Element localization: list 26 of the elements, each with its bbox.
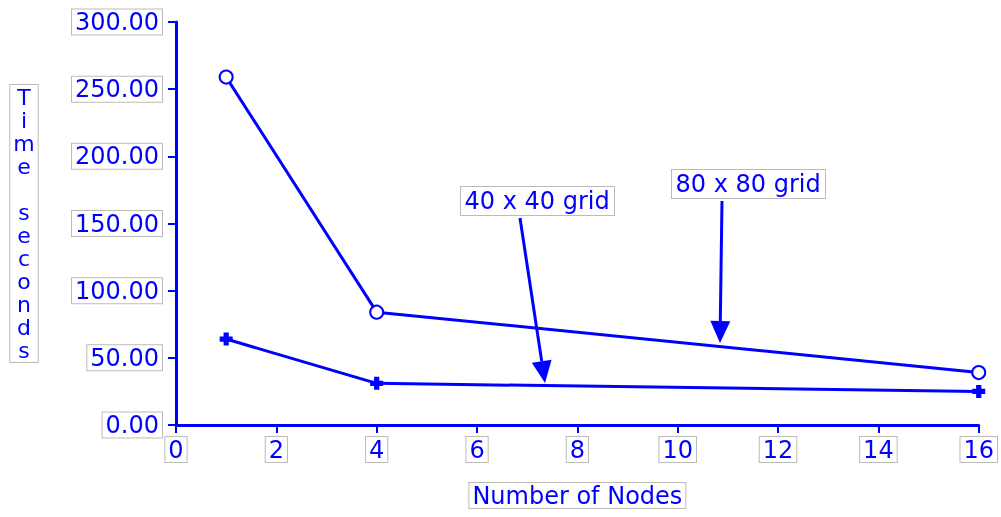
point [218,69,234,85]
y-tick-label: 150.00 [75,209,159,238]
point [971,365,987,381]
y-tick-label: 200.00 [75,142,159,171]
annotation: 80 x 80 grid [670,169,826,199]
point [972,384,986,398]
text: Time seconds [13,84,35,363]
x-tick-label: 6 [469,436,485,464]
y-tick-label: 0.00 [105,411,159,439]
y-tick-label: 100.00 [75,276,159,305]
x-tick-label: 8 [569,436,586,464]
point [370,376,384,390]
x-tick-label: 16 [963,436,994,464]
y-tick-label: 250.00 [75,75,159,104]
point [219,332,233,346]
point [369,304,385,320]
x-tick-label: 4 [369,436,385,464]
x-axis-title: Number of Nodes [472,482,683,510]
y-tick-label: 300.00 [75,8,159,36]
x-tick-label: 14 [863,436,894,464]
x-tick-label: 2 [268,436,284,464]
x-tick-label: 0 [168,436,184,464]
x-tick-label: 10 [662,436,693,464]
y-tick-label: 50.00 [90,343,159,372]
x-tick-label: 12 [762,436,794,464]
annotation: 40 x 40 grid [459,186,615,216]
